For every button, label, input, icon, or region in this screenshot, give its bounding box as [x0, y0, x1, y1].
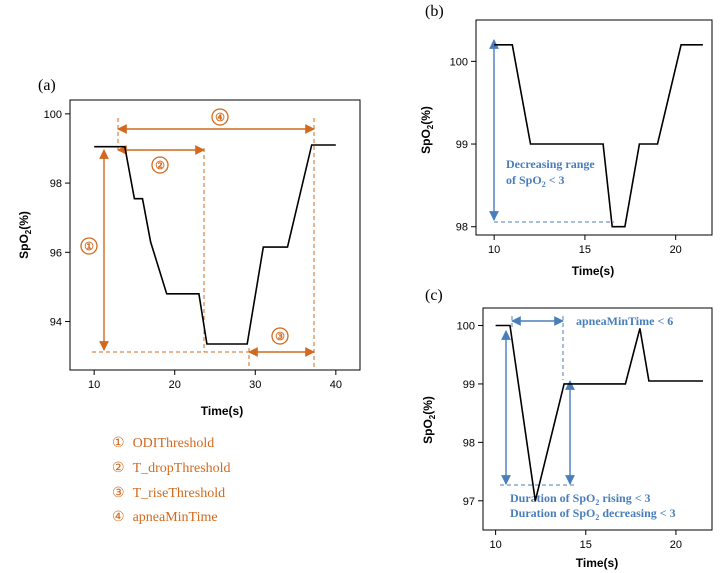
legend-item-1: ① ODIThreshold	[112, 436, 214, 451]
panel-a-series-line	[94, 144, 336, 345]
x-tick-label: 30	[249, 379, 261, 391]
y-tick-label: 94	[50, 317, 62, 329]
legend-item-4: ④ apneaMinTime	[112, 510, 218, 525]
b-annotation-line1: Decreasing range	[506, 157, 595, 171]
c-annotation-apnea: apneaMinTime < 6	[576, 314, 673, 328]
panel-b-ylabel: SpO2(%)	[419, 106, 435, 154]
y-tick-label: 98	[50, 178, 62, 190]
panel-c-label: (c)	[425, 287, 443, 304]
c-annotation-rising: Duration of SpO2 rising < 3	[510, 491, 651, 507]
panel-c-frame	[482, 307, 713, 531]
panel-b-x-axis: 10 15 20	[488, 235, 682, 256]
legend-item-2: ② T_dropThreshold	[112, 461, 231, 476]
panel-a-y-axis: 94 96 98 100	[44, 109, 70, 329]
y-tick-label: 100	[450, 56, 468, 68]
a-marker-drop: ②	[151, 156, 169, 174]
y-tick-label: 100	[457, 321, 475, 333]
panel-c-ylabel: SpO2(%)	[421, 396, 437, 444]
panel-a: (a) 94 96 98 100 10 20 30 40 Time(s) SpO2(%) ④…	[17, 77, 361, 418]
panel-c: (c) 97 98 99 100 10 15 20 Time(s) SpO2(%) apn…	[421, 287, 713, 570]
panel-a-x-axis: 10 20 30 40	[88, 370, 342, 391]
b-annotation-line2: of SpO2 < 3	[506, 173, 565, 189]
svg-text:②: ②	[155, 160, 165, 172]
panel-b-annotations: Decreasing range of SpO2 < 3	[489, 39, 614, 223]
panel-c-x-axis: 10 15 20	[489, 530, 682, 551]
panel-b: (b) 98 99 100 10 15 20 Time(s) SpO2(%) Decre…	[419, 3, 713, 278]
y-tick-label: 98	[456, 222, 468, 234]
panel-b-y-axis: 98 99 100	[450, 56, 476, 234]
x-tick-label: 15	[580, 539, 592, 551]
a-marker-odi: ①	[80, 237, 98, 255]
svg-text:①: ①	[84, 241, 94, 253]
panel-c-xlabel: Time(s)	[576, 556, 618, 570]
panel-c-y-axis: 97 98 99 100	[457, 321, 483, 508]
svg-text:④: ④	[215, 112, 225, 124]
svg-text:③: ③	[275, 331, 285, 343]
y-tick-label: 99	[463, 379, 475, 391]
x-tick-label: 15	[579, 244, 591, 256]
panel-b-label: (b)	[425, 3, 444, 20]
legend: ① ODIThreshold ② T_dropThreshold ③ T_riseTh…	[112, 436, 231, 525]
y-tick-label: 98	[463, 437, 475, 449]
panel-b-frame	[475, 19, 713, 236]
y-tick-label: 96	[50, 247, 62, 259]
x-tick-label: 20	[169, 379, 181, 391]
x-tick-label: 20	[670, 244, 682, 256]
x-tick-label: 10	[488, 244, 500, 256]
c-annotation-decreasing: Duration of SpO2 decreasing < 3	[510, 506, 676, 522]
y-tick-label: 99	[456, 139, 468, 151]
panel-b-series-line	[494, 43, 703, 228]
panel-a-label: (a)	[38, 77, 56, 94]
a-marker-apnea: ④	[211, 108, 229, 126]
y-tick-label: 100	[44, 109, 62, 121]
panel-b-xlabel: Time(s)	[572, 264, 614, 278]
panel-c-annotations: apneaMinTime < 6 Duration of SpO2 rising…	[500, 314, 676, 522]
x-tick-label: 10	[88, 379, 100, 391]
x-tick-label: 10	[489, 539, 501, 551]
a-marker-rise: ③	[271, 327, 289, 345]
panel-c-series-line	[495, 324, 703, 501]
x-tick-label: 40	[330, 379, 342, 391]
legend-item-3: ③ T_riseThreshold	[112, 486, 225, 501]
panel-a-frame	[69, 99, 361, 371]
x-tick-label: 20	[670, 539, 682, 551]
panel-a-ylabel: SpO2(%)	[17, 211, 33, 259]
y-tick-label: 97	[463, 496, 475, 508]
panel-a-annotations: ④ ② ① ③	[80, 108, 315, 370]
panel-a-xlabel: Time(s)	[201, 404, 243, 418]
